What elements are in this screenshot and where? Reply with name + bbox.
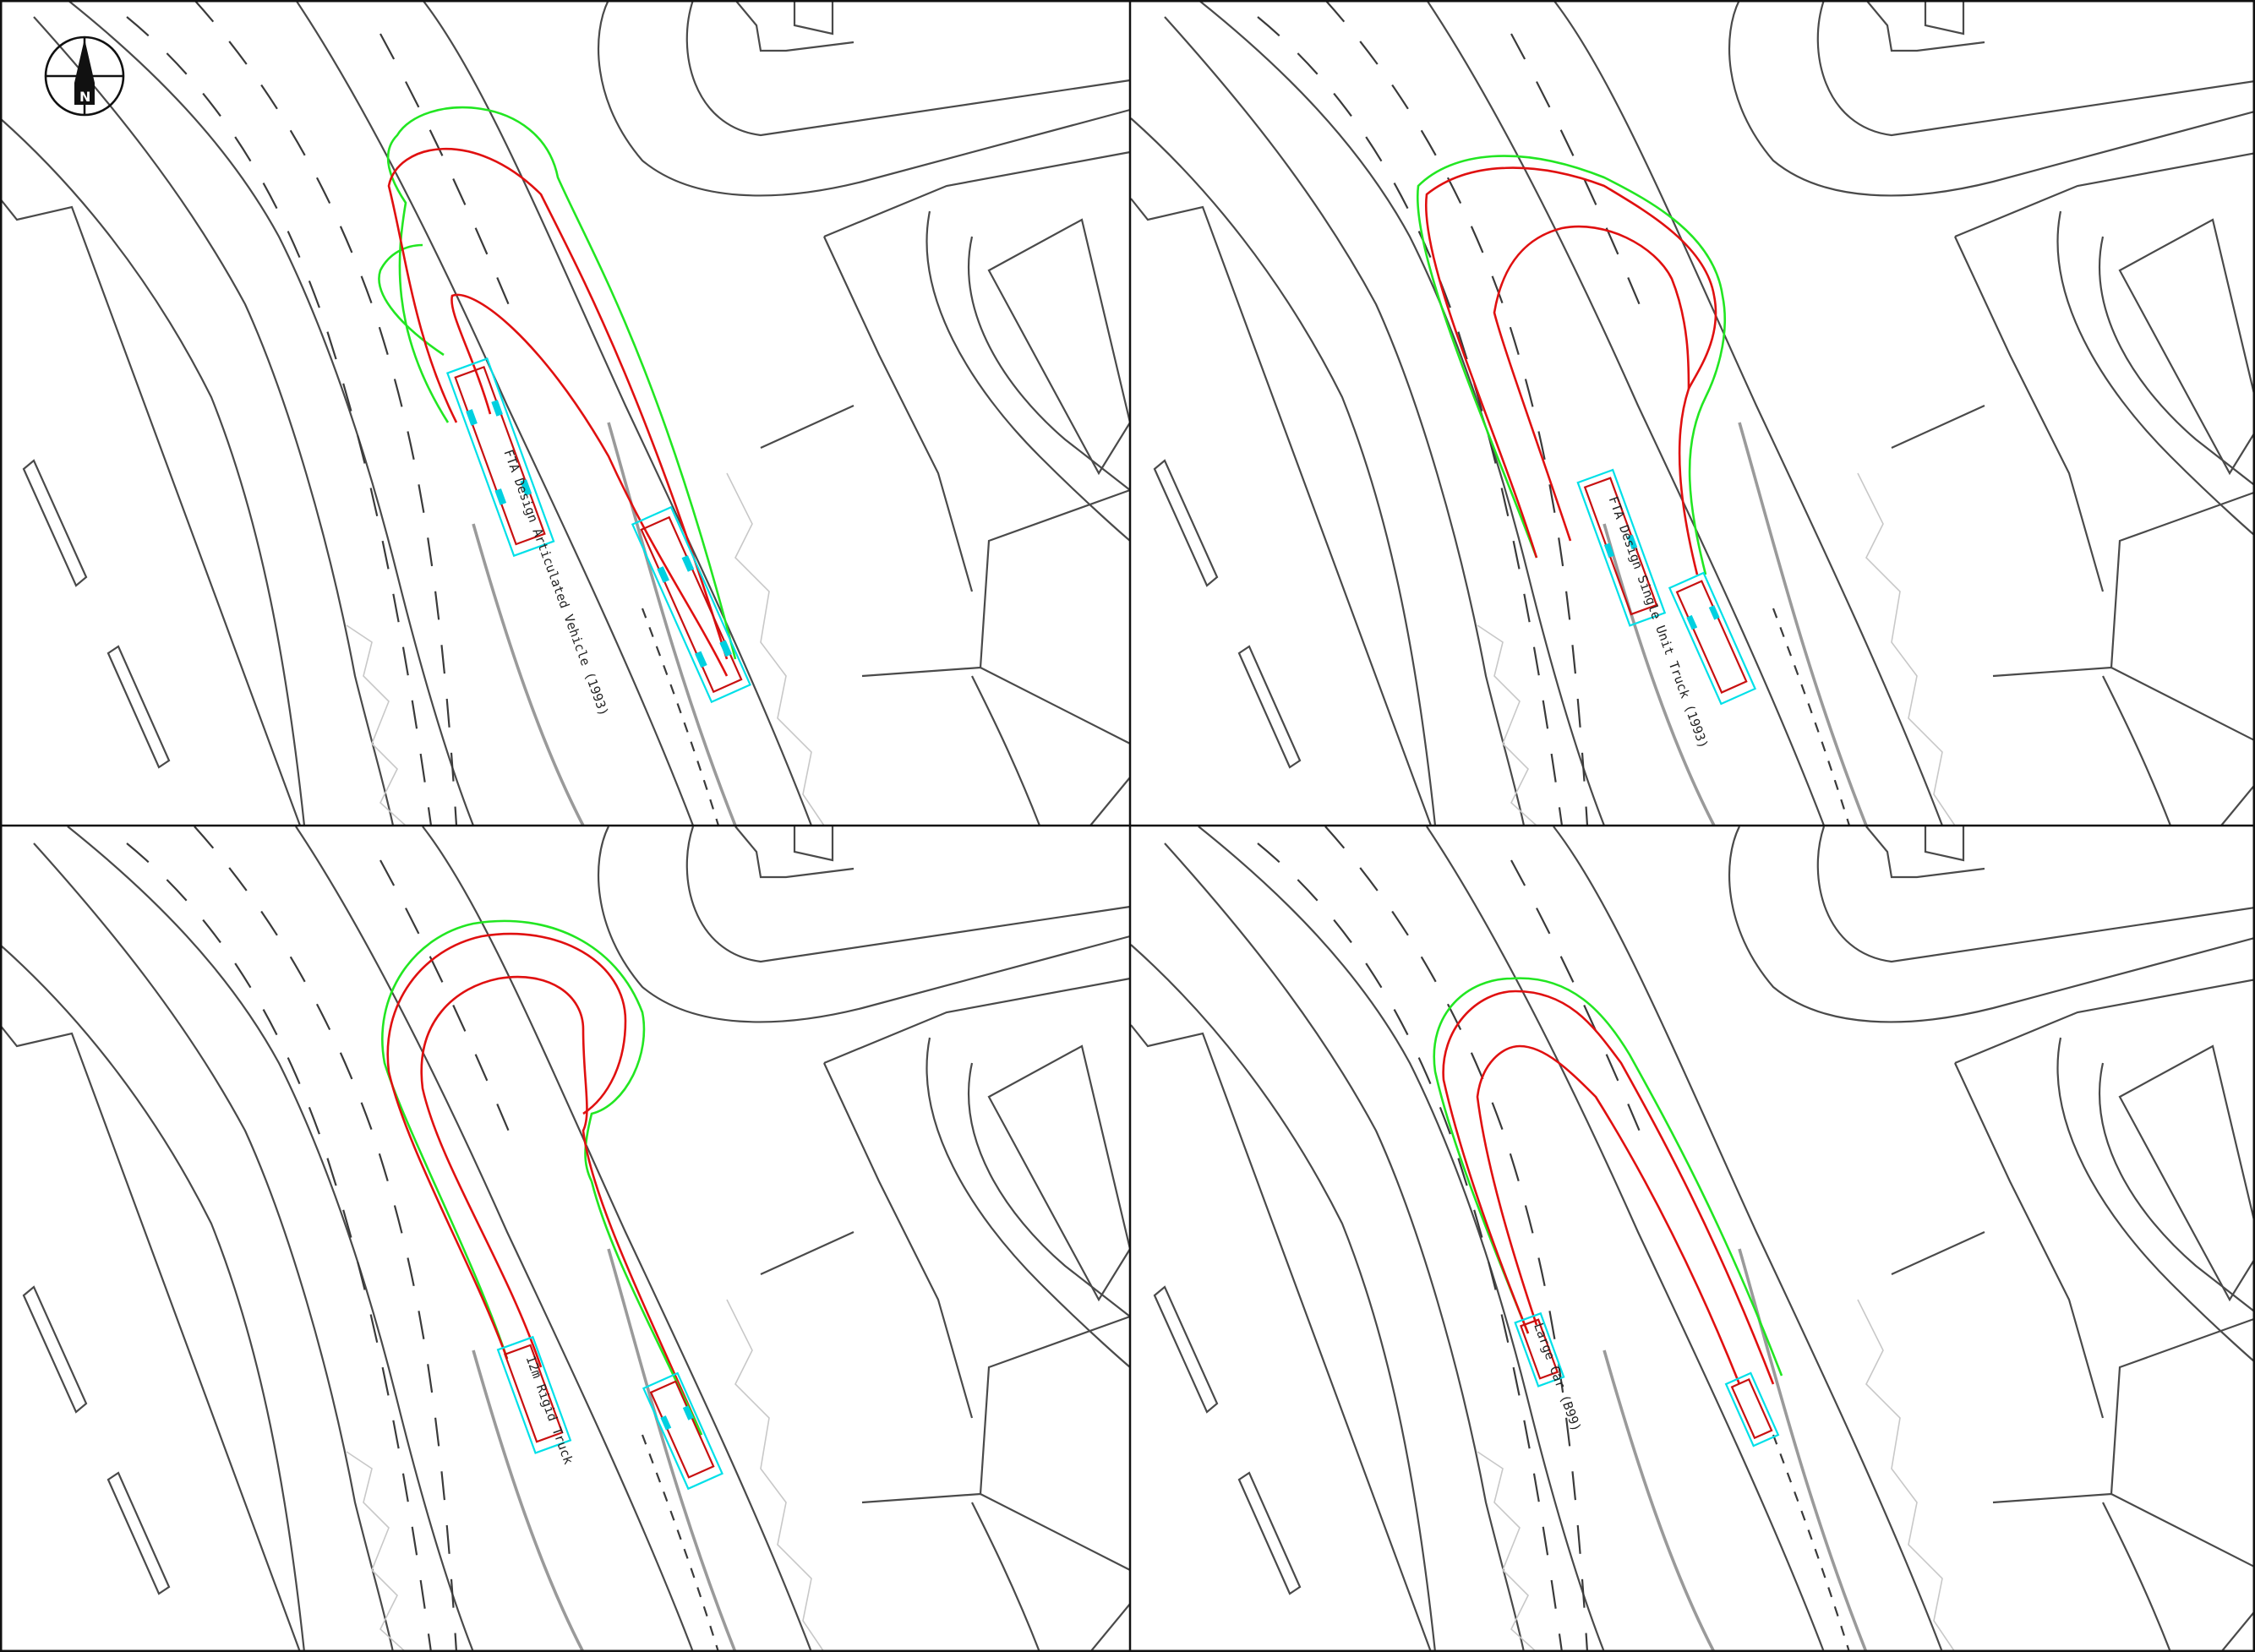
outer-swept-path <box>381 919 646 1360</box>
compass-label: N <box>79 89 90 105</box>
body-swept-path-inner <box>1493 225 1690 542</box>
outer-swept-path-tail <box>590 1180 703 1436</box>
north-arrow-icon: N <box>44 35 125 117</box>
vehicle-end <box>642 1371 723 1491</box>
base-map <box>1129 825 2255 1652</box>
body-swept-path <box>1424 166 1717 575</box>
vehicle-end <box>1668 571 1757 706</box>
body-swept-path-inner <box>1476 1044 1741 1385</box>
body-swept-path-inner <box>450 293 729 677</box>
base-map <box>0 0 1132 827</box>
body-swept-path-inner <box>420 975 703 1436</box>
body-swept-path <box>1442 990 1775 1385</box>
outer-swept-path-inner <box>378 243 445 357</box>
panel-bottom-right: Large Car (B99) <box>1129 825 2255 1652</box>
outer-swept-path <box>386 106 737 660</box>
panel-top-right: FTA Design Single Unit Truck (1993) <box>1129 0 2255 827</box>
outer-swept-path <box>1416 155 1726 575</box>
vehicle-end <box>1724 1371 1780 1448</box>
vehicle-end <box>631 505 752 704</box>
body-swept-path <box>386 932 627 1360</box>
body-swept-path <box>387 147 729 660</box>
outer-swept-path <box>1433 977 1783 1377</box>
panel-top-left: FTA Design Articulated Vehicle (1993) N <box>0 0 1132 827</box>
panel-bottom-left: 12m Rigid Truck <box>0 825 1132 1652</box>
base-map <box>0 825 1132 1652</box>
